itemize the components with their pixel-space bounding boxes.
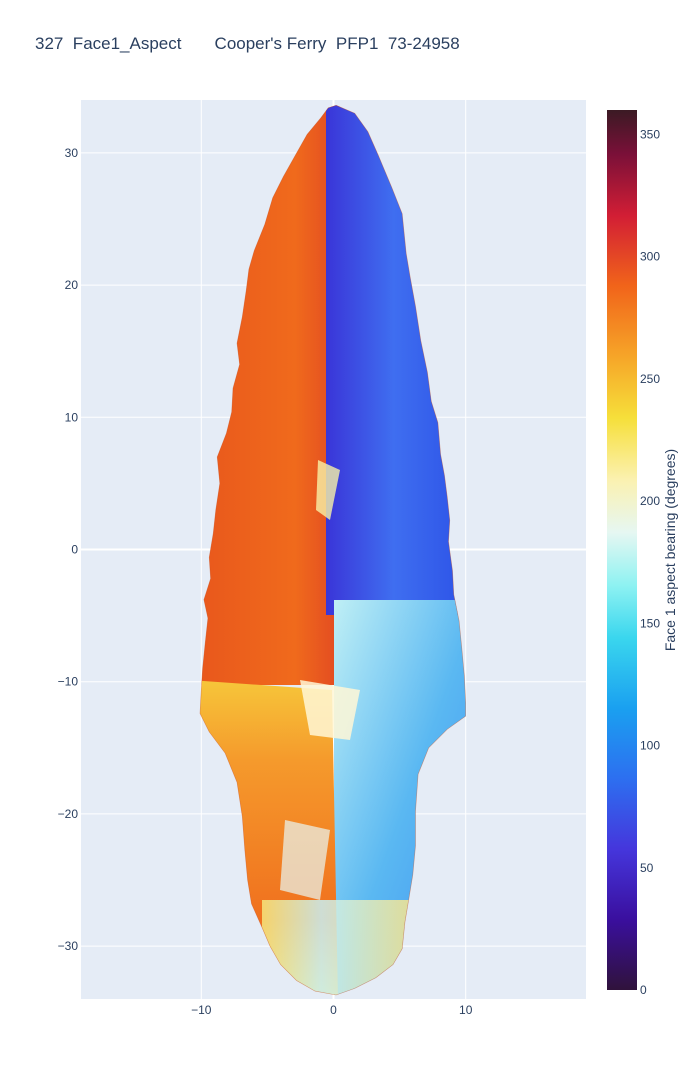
colorbar-tick-label: 350 (640, 127, 660, 141)
x-axis: −10 0 10 (191, 1003, 473, 1017)
colorbar-tick-label: 200 (640, 494, 660, 508)
heatmap-base (262, 900, 410, 996)
heatmap-ridge-upper (316, 460, 340, 520)
y-tick-label: 30 (65, 146, 79, 160)
point-outline (199, 104, 466, 996)
y-tick-label: −30 (58, 939, 79, 953)
y-tick-label: −10 (58, 675, 79, 689)
colorbar-tick-label: 250 (640, 372, 660, 386)
y-axis: −30 −20 −10 0 10 20 30 (58, 146, 79, 953)
colorbar-title: Face 1 aspect bearing (degrees) (662, 449, 678, 651)
colorbar-bar (607, 110, 637, 990)
x-tick-label: −10 (191, 1003, 212, 1017)
colorbar-tick-label: 100 (640, 739, 660, 753)
x-tick-label: 10 (459, 1003, 473, 1017)
colorbar-tick-label: 150 (640, 616, 660, 630)
y-tick-label: 10 (65, 410, 79, 424)
heatmap-ridge-mid (300, 680, 360, 740)
colorbar-tick-label: 300 (640, 250, 660, 264)
y-tick-label: 0 (71, 543, 78, 557)
y-tick-label: 20 (65, 278, 79, 292)
colorbar-ticks: 0 50 100 150 200 250 300 350 (640, 127, 660, 997)
colorbar-tick-label: 50 (640, 861, 654, 875)
y-tick-label: −20 (58, 807, 79, 821)
x-tick-label: 0 (330, 1003, 337, 1017)
chart-title: 327 Face1_Aspect Cooper's Ferry PFP1 73-… (35, 34, 460, 53)
colorbar-tick-label: 0 (640, 983, 647, 997)
heatmap-ridge-lower (280, 820, 330, 900)
